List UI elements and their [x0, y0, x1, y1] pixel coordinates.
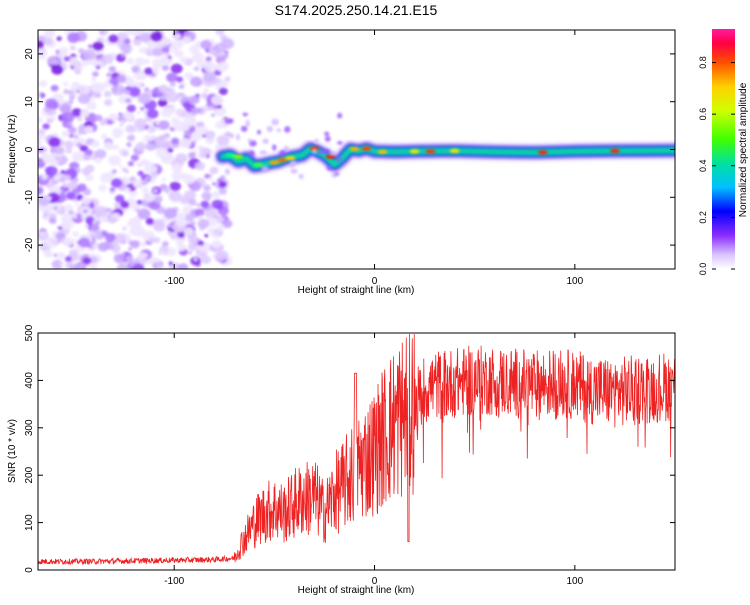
- snr-panel: -100 0 100 0 100 200 300 400 500 Height of stra…: [7, 324, 676, 596]
- colorbar-gradient: [712, 29, 735, 269]
- spectrogram-y-ticks: -20 -10 0 10 20: [24, 48, 675, 252]
- colorbar-ticks: 0.0 0.2 0.4 0.6 0.8: [698, 56, 735, 275]
- snr-y-tick-label: 100: [24, 514, 35, 531]
- colorbar-tick-label: 0.4: [698, 160, 708, 173]
- spectrogram-y-tick-label: -20: [24, 237, 35, 252]
- spectrogram-x-label: Height of straight line (km): [298, 285, 415, 296]
- spectrogram-noise-region: [38, 30, 235, 269]
- colorbar-tick-label: 0.6: [698, 108, 708, 121]
- snr-y-tick-label: 500: [24, 324, 35, 341]
- snr-y-tick-label: 400: [24, 372, 35, 389]
- spectrogram-y-label: Frequency (Hz): [7, 115, 18, 184]
- snr-y-tick-label: 0: [24, 567, 35, 573]
- spectrogram-y-tick-label: 10: [24, 96, 35, 108]
- spectrogram-y-tick-label: 0: [24, 146, 35, 152]
- snr-x-label: Height of straight line (km): [298, 585, 415, 596]
- spectrogram-x-ticks: -100 0 100: [164, 30, 584, 287]
- snr-series-line: [38, 333, 675, 566]
- spectrogram-x-tick-label: -100: [164, 276, 184, 287]
- snr-x-tick-label: -100: [164, 576, 184, 587]
- colorbar: 0.0 0.2 0.4 0.6 0.8 Normalized spectral ampl…: [698, 29, 749, 275]
- snr-y-ticks: 0 100 200 300 400 500: [24, 324, 675, 573]
- spectrogram-y-tick-label: 20: [24, 48, 35, 60]
- snr-x-ticks: -100 0 100: [164, 333, 584, 587]
- spectrogram-signal-track: [213, 112, 675, 180]
- colorbar-label: Normalized spectral amplitude: [738, 82, 749, 217]
- spectrogram-x-tick-label: 0: [372, 276, 378, 287]
- snr-x-tick-label: 100: [566, 576, 583, 587]
- colorbar-tick-label: 0.8: [698, 56, 708, 69]
- figure-title: S174.2025.250.14.21.E15: [275, 2, 438, 18]
- colorbar-tick-label: 0.2: [698, 211, 708, 224]
- snr-y-tick-label: 300: [24, 419, 35, 436]
- snr-y-label: SNR (10 * v/v): [7, 419, 18, 483]
- spectrogram-y-tick-label: -10: [24, 190, 35, 205]
- snr-x-tick-label: 0: [372, 576, 378, 587]
- snr-y-tick-label: 200: [24, 466, 35, 483]
- snr-frame: [37, 332, 676, 571]
- snr-series-path: [38, 333, 675, 566]
- colorbar-tick-label: 0.0: [698, 263, 708, 276]
- spectrogram-x-tick-label: 100: [566, 276, 583, 287]
